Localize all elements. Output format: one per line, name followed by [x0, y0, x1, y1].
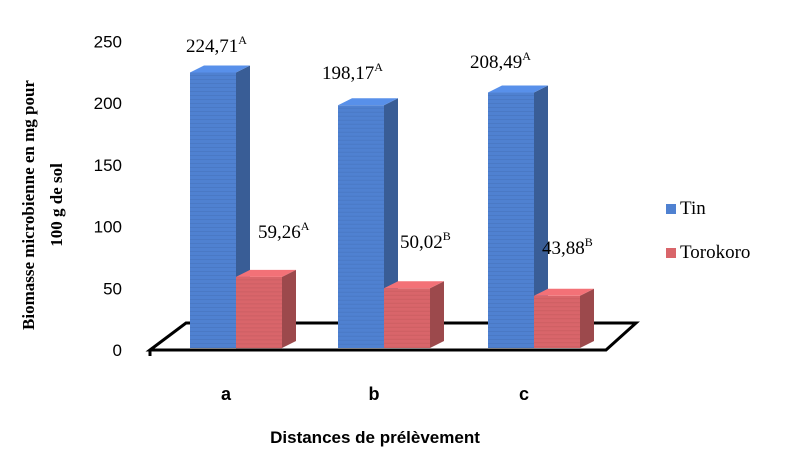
- legend-label: Tin: [680, 198, 706, 219]
- significance-letter: A: [301, 219, 310, 233]
- y-tick-label: 0: [113, 341, 122, 360]
- x-axis-title: Distances de prélèvement: [270, 428, 480, 447]
- legend: Tin Torokoro: [666, 198, 750, 263]
- y-tick-label: 100: [94, 218, 122, 237]
- y-axis-ticks: 0 50 100 150 200 250: [94, 32, 122, 360]
- x-category-label: a: [221, 384, 232, 404]
- bar-tin-b: [338, 98, 398, 349]
- legend-swatch: [666, 204, 676, 214]
- data-label: 198,17A: [322, 60, 383, 84]
- y-tick-label: 50: [103, 279, 122, 298]
- bar-tin-c: [488, 85, 548, 349]
- data-label: 208,49A: [470, 49, 531, 73]
- y-tick-label: 200: [94, 94, 122, 113]
- significance-letter: A: [522, 49, 531, 63]
- legend-swatch: [666, 248, 676, 258]
- bar-torokoro-a: [236, 269, 296, 349]
- significance-letter: A: [238, 33, 247, 47]
- significance-letter: A: [374, 60, 383, 74]
- legend-label: Torokoro: [680, 242, 750, 263]
- category-labels: a b c: [221, 384, 529, 404]
- significance-letter: B: [585, 235, 593, 249]
- data-label: 224,71A: [186, 33, 247, 57]
- legend-item-tin: Tin: [666, 198, 706, 219]
- data-label: 50,02B: [400, 229, 451, 253]
- bars: [190, 65, 594, 349]
- x-category-label: b: [369, 384, 380, 404]
- x-category-label: c: [519, 384, 529, 404]
- legend-item-torokoro: Torokoro: [666, 242, 750, 263]
- y-tick-label: 150: [94, 156, 122, 175]
- y-tick-label: 250: [94, 32, 122, 51]
- data-labels: 224,71A 59,26A 198,17A 50,02B 208,49A 43,88B: [186, 33, 593, 259]
- data-label: 43,88B: [542, 235, 593, 259]
- data-label: 59,26A: [258, 219, 310, 243]
- bar-torokoro-b: [384, 281, 444, 348]
- significance-letter: B: [443, 229, 451, 243]
- y-axis-title-line-2: 100 g de sol: [47, 163, 66, 247]
- bar-torokoro-c: [534, 288, 594, 348]
- y-axis-title-line-1: Biomasse microbienne en mg pour: [19, 80, 38, 330]
